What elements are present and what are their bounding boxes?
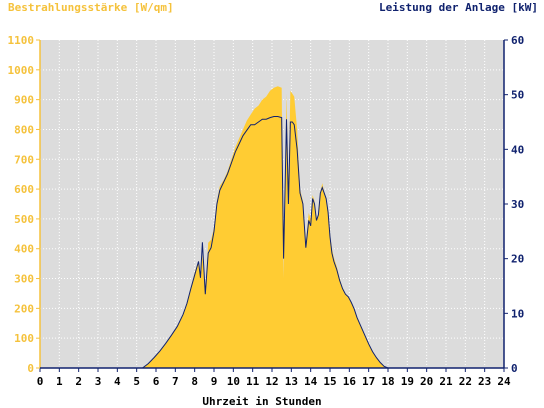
irradiance-area bbox=[40, 86, 504, 368]
x-tick-label: 9 bbox=[211, 375, 218, 388]
x-tick-label: 4 bbox=[114, 375, 121, 388]
tick-labels: 0 1 2 3 4 5 6 7 8 9 10 11 12 13 14 15 16 17 18 19 20 21 22 23 24… bbox=[8, 34, 525, 388]
tick-marks bbox=[36, 39, 508, 372]
right-tick-label: 60 bbox=[511, 34, 524, 47]
left-tick-label: 700 bbox=[14, 153, 34, 166]
left-tick-label: 0 bbox=[27, 362, 34, 375]
x-tick-label: 18 bbox=[381, 375, 394, 388]
x-tick-label: 16 bbox=[343, 375, 357, 388]
right-tick-label: 20 bbox=[511, 253, 524, 266]
left-tick-label: 600 bbox=[14, 183, 34, 196]
x-tick-label: 0 bbox=[37, 375, 44, 388]
left-tick-label: 500 bbox=[14, 213, 34, 226]
x-tick-label: 2 bbox=[75, 375, 82, 388]
left-tick-label: 1000 bbox=[8, 64, 35, 77]
right-axis-title: Leistung der Anlage [kW] bbox=[379, 1, 538, 14]
left-tick-label: 200 bbox=[14, 302, 34, 315]
x-tick-label: 3 bbox=[95, 375, 102, 388]
left-tick-label: 100 bbox=[14, 332, 34, 345]
left-tick-label: 400 bbox=[14, 243, 34, 256]
x-tick-label: 21 bbox=[439, 375, 453, 388]
x-axis-title: Uhrzeit in Stunden bbox=[202, 395, 321, 408]
left-tick-label: 900 bbox=[14, 94, 34, 107]
x-tick-label: 20 bbox=[420, 375, 433, 388]
x-tick-label: 19 bbox=[401, 375, 414, 388]
x-tick-label: 5 bbox=[133, 375, 140, 388]
right-tick-label: 40 bbox=[511, 143, 524, 156]
x-tick-label: 15 bbox=[323, 375, 336, 388]
right-tick-label: 30 bbox=[511, 198, 524, 211]
left-tick-label: 1100 bbox=[8, 34, 35, 47]
x-tick-label: 1 bbox=[56, 375, 63, 388]
x-tick-label: 14 bbox=[304, 375, 318, 388]
x-tick-label: 11 bbox=[246, 375, 260, 388]
x-tick-label: 7 bbox=[172, 375, 179, 388]
right-tick-label: 10 bbox=[511, 307, 524, 320]
power-line bbox=[40, 116, 504, 369]
x-tick-label: 23 bbox=[478, 375, 491, 388]
left-axis-title: Bestrahlungsstärke [W/qm] bbox=[8, 1, 174, 14]
left-tick-label: 800 bbox=[14, 123, 34, 136]
x-tick-label: 13 bbox=[285, 375, 298, 388]
x-tick-label: 12 bbox=[265, 375, 278, 388]
x-tick-label: 6 bbox=[153, 375, 160, 388]
right-tick-label: 0 bbox=[511, 362, 518, 375]
right-tick-label: 50 bbox=[511, 89, 524, 102]
left-tick-label: 300 bbox=[14, 273, 34, 286]
x-tick-label: 8 bbox=[191, 375, 198, 388]
x-tick-label: 24 bbox=[497, 375, 511, 388]
x-tick-label: 10 bbox=[227, 375, 240, 388]
x-tick-label: 17 bbox=[362, 375, 375, 388]
x-tick-label: 22 bbox=[459, 375, 472, 388]
